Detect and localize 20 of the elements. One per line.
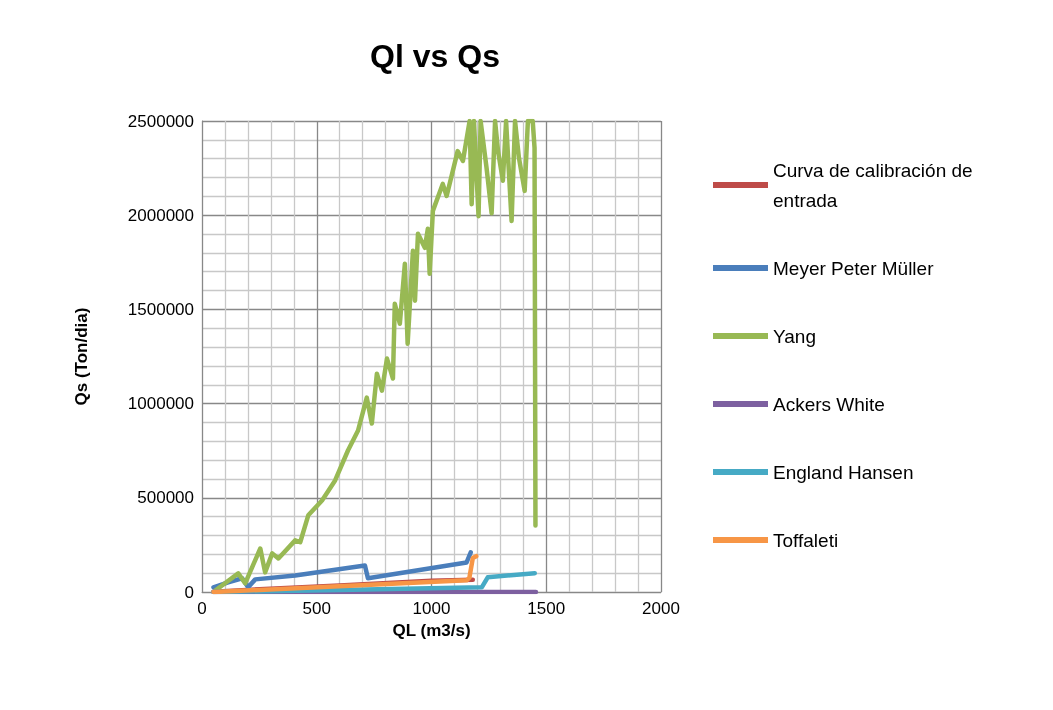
legend-label: Ackers White	[773, 393, 885, 415]
y-axis-title: Qs (Ton/dia)	[72, 307, 91, 406]
y-tick-label: 500000	[137, 488, 194, 508]
chart-title: Ql vs Qs	[370, 38, 500, 74]
x-tick-label: 1000	[412, 599, 451, 618]
y-tick-label: 2000000	[127, 205, 194, 225]
legend-label: Curva de calibración de entrada	[773, 159, 978, 211]
y-tick-label: 1500000	[127, 299, 194, 319]
x-tick-label: 1500	[527, 599, 566, 618]
y-tick-label: 2500000	[127, 111, 194, 131]
legend-label: Meyer Peter Müller	[773, 257, 935, 279]
y-tick-label: 1000000	[127, 394, 194, 414]
legend-label: Yang	[773, 325, 816, 347]
x-tick-label: 500	[302, 599, 331, 618]
legend-label: Toffaleti	[773, 529, 839, 551]
x-tick-label: 0	[197, 599, 207, 618]
x-axis-title: QL (m3/s)	[392, 620, 471, 640]
legend-label: England Hansen	[773, 461, 914, 483]
x-tick-label: 2000	[642, 599, 680, 618]
y-tick-label: 0	[184, 582, 194, 602]
